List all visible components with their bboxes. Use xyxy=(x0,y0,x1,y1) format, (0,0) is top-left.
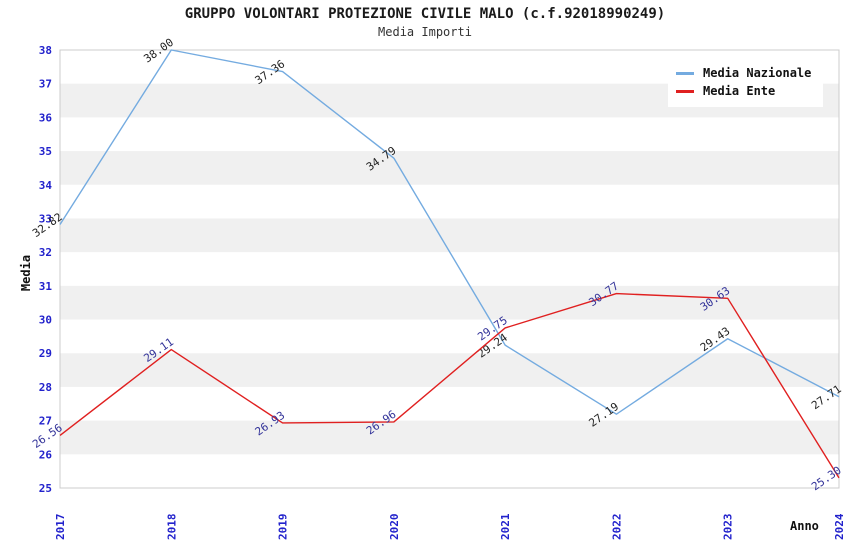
legend: Media Nazionale Media Ente xyxy=(668,57,824,107)
x-tick-label: 2018 xyxy=(165,514,178,541)
legend-swatch-media-ente xyxy=(676,89,694,93)
y-axis-title: Media xyxy=(19,254,33,292)
y-tick-label: 33 xyxy=(39,212,52,225)
x-tick-label: 2023 xyxy=(722,514,735,541)
x-tick-label: 2024 xyxy=(833,513,846,540)
y-tick-label: 36 xyxy=(39,111,53,124)
y-tick-label: 31 xyxy=(39,280,53,293)
grid-band xyxy=(60,285,839,320)
grid-band xyxy=(60,353,839,387)
x-tick-label: 2021 xyxy=(499,513,512,540)
y-tick-label: 26 xyxy=(39,448,53,461)
y-tick-label: 37 xyxy=(39,78,52,91)
y-tick-label: 38 xyxy=(39,44,52,57)
legend-label: Media Nazionale xyxy=(703,66,812,80)
series-line-media-nazionale xyxy=(59,49,840,415)
y-tick-label: 28 xyxy=(39,381,52,394)
data-label-media-nazionale: 37.36 xyxy=(253,57,288,87)
legend-item-media-ente: Media Ente xyxy=(676,84,811,98)
x-tick-label: 2022 xyxy=(610,514,623,541)
chart-title: GRUPPO VOLONTARI PROTEZIONE CIVILE MALO … xyxy=(184,6,666,22)
y-tick-label: 34 xyxy=(39,179,53,192)
legend-swatch-media-nazionale xyxy=(676,71,694,75)
y-tick-label: 25 xyxy=(39,482,52,495)
grid-band xyxy=(60,218,839,253)
grid-band xyxy=(60,420,839,455)
y-tick-label: 29 xyxy=(39,347,52,360)
x-tick-label: 2017 xyxy=(54,514,67,541)
y-tick-label: 35 xyxy=(39,145,52,158)
grid-band xyxy=(60,151,839,185)
series-line-media-ente xyxy=(59,292,840,479)
x-axis-title: Anno xyxy=(790,519,819,533)
legend-label: Media Ente xyxy=(703,84,776,98)
plot-border xyxy=(59,49,840,489)
y-tick-label: 32 xyxy=(39,246,52,259)
legend-item-media-nazionale: Media Nazionale xyxy=(676,66,811,80)
chart-subtitle: Media Importi xyxy=(378,25,472,39)
x-tick-label: 2020 xyxy=(388,514,401,541)
x-tick-label: 2019 xyxy=(277,514,290,541)
y-tick-label: 30 xyxy=(39,314,52,327)
y-tick-label: 27 xyxy=(39,415,52,428)
